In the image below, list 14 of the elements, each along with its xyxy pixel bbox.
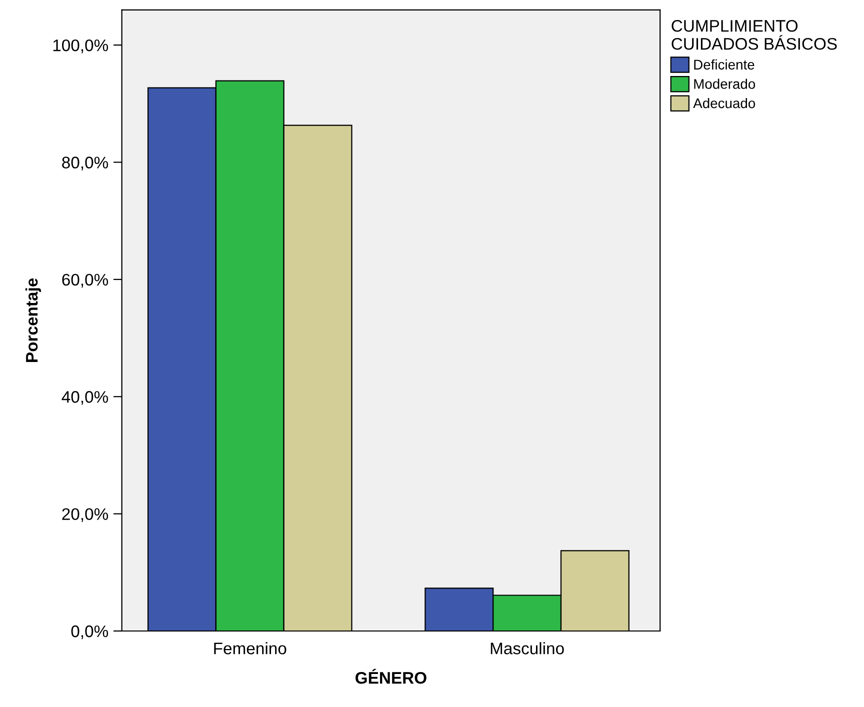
- y-tick-label: 80,0%: [62, 156, 108, 170]
- y-tick-label: 100,0%: [53, 39, 108, 54]
- y-axis-title: Porcentaje: [25, 278, 41, 362]
- y-tick-label: 0,0%: [71, 625, 108, 640]
- legend-title: CUMPLIMIENTO CUIDADOS BÁSICOS: [672, 20, 837, 50]
- x-tick-label: Femenino: [214, 642, 286, 654]
- legend-label: Adecuado: [693, 98, 756, 108]
- x-axis-title: GÉNERO: [356, 668, 426, 684]
- legend-label: Moderado: [694, 78, 756, 89]
- legend-label: Deficiente: [694, 59, 754, 70]
- y-tick-label: 40,0%: [62, 391, 108, 405]
- y-tick-label: 20,0%: [62, 508, 108, 522]
- y-tick-label: 60,0%: [62, 274, 108, 288]
- x-tick-label: Masculino: [490, 642, 564, 654]
